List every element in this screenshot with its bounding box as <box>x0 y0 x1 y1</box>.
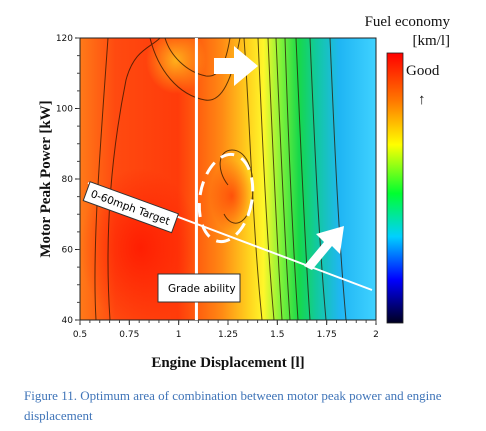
up-right-arrow-icon <box>304 226 344 270</box>
colorbar <box>386 52 404 324</box>
grade-label: Grade ability <box>168 283 236 295</box>
x-tick-label-1: 0.75 <box>119 330 139 340</box>
x-tick-label-6: 2 <box>373 330 379 340</box>
y-tick-label-2: 80 <box>62 175 74 185</box>
grade-label-box: Grade ability <box>157 273 241 303</box>
x-tick-label-2: 1 <box>176 330 182 340</box>
fuel-economy-chart: 0-60mph Target Grade ability 0.5 0.75 1 1.2… <box>38 14 451 371</box>
colorbar-legend: Fuel economy [km/l] Good ↑ <box>365 14 451 324</box>
figure-caption: Figure 11. Optimum area of combination b… <box>24 388 442 423</box>
good-arrow-icon: ↑ <box>418 92 426 108</box>
y-axis-title: Motor Peak Power [kW] <box>38 100 54 257</box>
x-tick-label-3: 1.25 <box>218 330 238 340</box>
y-tick-label-1: 60 <box>62 246 74 256</box>
colorbar-good-label: Good <box>406 63 440 79</box>
x-axis: 0.5 0.75 1 1.25 1.5 1.75 2 <box>73 320 379 340</box>
y-tick-label-3: 100 <box>56 105 73 115</box>
y-tick-label-4: 120 <box>56 34 73 44</box>
right-arrow-icon <box>214 46 258 86</box>
x-tick-label-4: 1.5 <box>270 330 284 340</box>
y-axis: 40 60 80 100 120 <box>56 34 80 326</box>
x-axis-title: Engine Displacement [l] <box>151 355 304 371</box>
colorbar-title-line2: [km/l] <box>413 33 451 49</box>
colorbar-title-line1: Fuel economy <box>365 14 451 30</box>
optimum-region-ellipse <box>197 152 255 244</box>
y-tick-label-0: 40 <box>62 316 74 326</box>
x-tick-label-5: 1.75 <box>317 330 337 340</box>
x-tick-label-0: 0.5 <box>73 330 87 340</box>
